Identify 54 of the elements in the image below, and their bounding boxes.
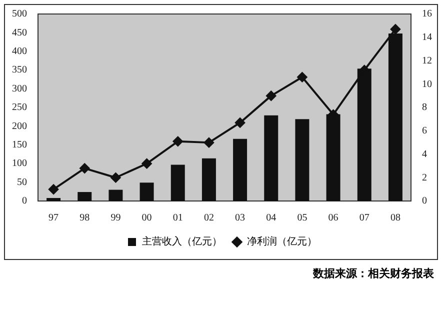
y2-tick-label: 10 bbox=[422, 78, 432, 90]
bar bbox=[295, 119, 310, 201]
y2-tick-label: 8 bbox=[422, 102, 427, 114]
x-tick-label: 01 bbox=[172, 212, 183, 224]
bar bbox=[140, 182, 154, 201]
point bbox=[390, 24, 400, 34]
y-tick-label: 450 bbox=[12, 27, 27, 38]
x-tick-label: 07 bbox=[359, 212, 370, 224]
point bbox=[204, 138, 214, 148]
x-tick-label: 02 bbox=[204, 212, 214, 224]
bar bbox=[264, 115, 278, 201]
y-tick-label: 500 bbox=[12, 8, 27, 20]
source-note: 数据来源：相关财务报表 bbox=[313, 266, 434, 281]
bar bbox=[202, 158, 216, 201]
x-tick-label: 05 bbox=[297, 212, 308, 224]
point bbox=[266, 90, 276, 101]
y2-tick-label: 6 bbox=[422, 126, 427, 136]
y-tick-label: 100 bbox=[12, 158, 27, 170]
x-tick-label: 06 bbox=[328, 212, 338, 224]
x-tick-label: 00 bbox=[142, 212, 152, 224]
point bbox=[80, 163, 90, 174]
bar bbox=[233, 138, 248, 201]
y-tick-label: 350 bbox=[12, 64, 27, 76]
y-tick-label: 50 bbox=[17, 176, 27, 188]
y2-tick-label: 0 bbox=[422, 196, 427, 207]
point bbox=[48, 184, 59, 194]
y-tick-label: 250 bbox=[12, 102, 27, 114]
y-tick-label: 300 bbox=[12, 83, 27, 94]
point bbox=[297, 72, 308, 82]
y2-tick-label: 12 bbox=[422, 55, 432, 66]
y-tick-label: 400 bbox=[12, 46, 27, 58]
y2-tick-label: 2 bbox=[422, 172, 427, 184]
x-tick-label: 04 bbox=[266, 212, 276, 224]
x-tick-label: 08 bbox=[390, 212, 400, 224]
x-tick-label: 99 bbox=[110, 212, 121, 224]
y2-tick-label: 4 bbox=[422, 148, 427, 160]
y2-tick-label: 16 bbox=[422, 8, 432, 20]
bar bbox=[78, 192, 92, 201]
y-tick-label: 0 bbox=[22, 196, 27, 207]
legend-label: 主营收入（亿元） bbox=[142, 236, 222, 248]
legend-label: 净利润（亿元） bbox=[247, 236, 317, 248]
bar bbox=[108, 190, 123, 201]
point bbox=[235, 118, 246, 128]
y-tick-label: 150 bbox=[12, 140, 27, 151]
point bbox=[172, 136, 183, 146]
x-tick-label: 97 bbox=[48, 212, 59, 224]
x-tick-label: 03 bbox=[235, 212, 246, 224]
y2-tick-label: 14 bbox=[422, 32, 432, 43]
y-tick-label: 200 bbox=[12, 120, 27, 132]
point bbox=[142, 158, 152, 169]
bar bbox=[170, 164, 185, 201]
x-tick-label: 98 bbox=[80, 212, 90, 224]
point bbox=[110, 172, 121, 183]
bar bbox=[46, 198, 61, 201]
